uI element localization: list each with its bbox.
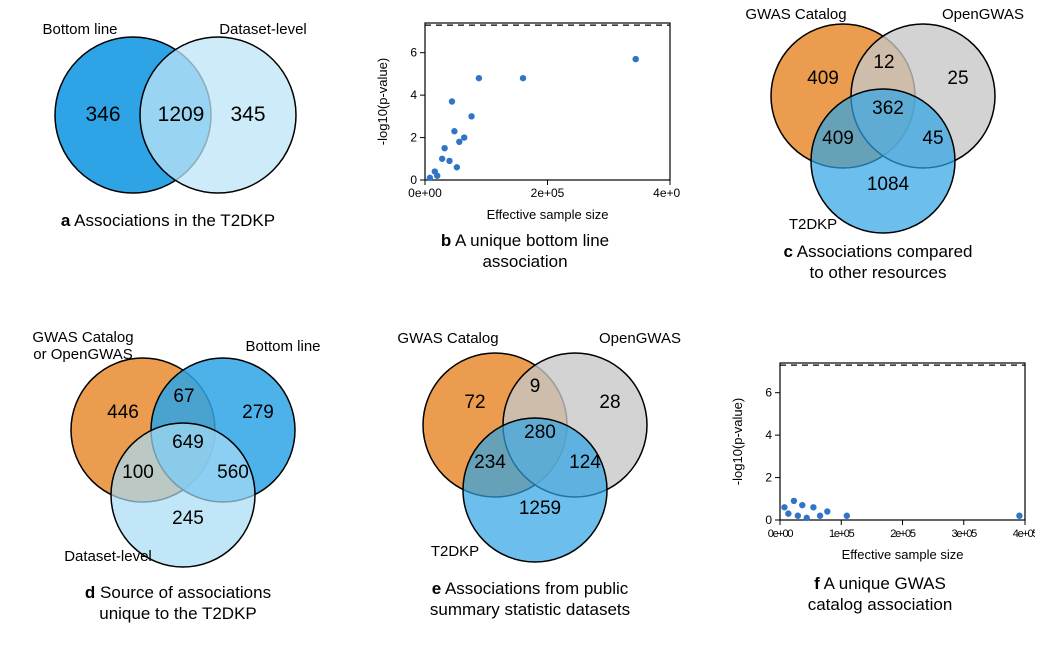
svg-text:Effective sample size: Effective sample size [487,207,609,222]
n-bl: 100 [113,462,163,484]
n-br: 124 [560,452,610,474]
svg-text:2: 2 [410,131,417,145]
n-tm: 12 [864,52,904,74]
label-gwas: GWAS Catalog [378,330,518,347]
svg-text:1e+05: 1e+05 [829,528,855,540]
svg-text:6: 6 [765,386,772,400]
caption-b: b A unique bottom line association [370,230,680,273]
svg-text:-log10(p-value): -log10(p-value) [730,398,745,485]
svg-text:2: 2 [765,471,772,485]
n-b: 1084 [853,174,923,196]
svg-text:0e+00: 0e+00 [768,528,794,540]
caption-f: f A unique GWAS catalog association [725,573,1035,616]
label-tr: Bottom line [228,338,338,355]
panel-f: 0 2 4 6 0e+00 1e+05 2e+05 3e+05 4e+05 Effective s… [725,355,1035,655]
n-mid: 1209 [146,103,216,127]
n-tl: 72 [450,392,500,414]
caption-e: e Associations from public summary stati… [370,578,690,621]
svg-text:2e+05: 2e+05 [531,186,565,200]
n-bl: 409 [813,128,863,150]
n-tr: 25 [933,68,983,90]
panel-d: GWAS Catalogor OpenGWAS Bottom line Data… [18,330,338,650]
svg-text:0: 0 [765,513,772,527]
n-bl: 234 [465,452,515,474]
venn3-e [370,330,690,570]
svg-text:0e+00: 0e+00 [408,186,442,200]
caption-c: c Associations compared to other resourc… [718,241,1038,284]
svg-text:6: 6 [410,46,417,60]
n-tm: 67 [164,386,204,408]
label-left: Bottom line [30,21,130,38]
svg-text:4: 4 [765,428,772,442]
label-open: OpenGWAS [585,330,695,347]
n-left: 346 [73,103,133,127]
n-tl: 409 [793,68,853,90]
scatter-f: 0 2 4 6 0e+00 1e+05 2e+05 3e+05 4e+05 Effective s… [725,355,1035,565]
svg-text:3e+05: 3e+05 [952,528,978,540]
n-b: 245 [158,508,218,530]
panel-e: GWAS Catalog OpenGWAS T2DKP 72 9 28 280 … [370,330,690,650]
caption-a: a Associations in the T2DKP [18,210,318,231]
label-t2dkp: T2DKP [778,216,848,233]
panel-a: Bottom line Dataset-level 346 1209 345 a… [18,15,328,275]
n-c: 362 [863,98,913,120]
n-tl: 446 [93,402,153,424]
n-b: 1259 [505,498,575,520]
panel-b: 0 2 4 6 0e+00 2e+05 4e+05 Effective sample size… [370,15,680,305]
panel-c: GWAS Catalog OpenGWAS T2DKP 409 12 25 36… [718,6,1038,306]
n-tm: 9 [520,376,550,398]
n-c: 280 [515,422,565,444]
label-t2dkp: T2DKP [420,543,490,560]
n-c: 649 [163,432,213,454]
n-br: 45 [908,128,958,150]
svg-text:Effective sample size: Effective sample size [842,547,964,562]
scatter-b: 0 2 4 6 0e+00 2e+05 4e+05 Effective sample size… [370,15,680,225]
svg-text:4e+05: 4e+05 [653,186,680,200]
svg-text:4: 4 [410,88,417,102]
svg-text:0: 0 [410,173,417,187]
label-tl1: GWAS Catalogor OpenGWAS [18,330,148,363]
label-b: Dataset-level [48,548,168,565]
caption-d: d Source of associations unique to the T… [18,582,338,625]
n-tr: 279 [233,402,283,424]
venn3-c [718,6,1038,236]
n-br: 560 [208,462,258,484]
n-tr: 28 [585,392,635,414]
svg-text:2e+05: 2e+05 [890,528,916,540]
n-right: 345 [218,103,278,127]
svg-text:4e+05: 4e+05 [1013,528,1035,540]
svg-text:-log10(p-value): -log10(p-value) [375,58,390,145]
label-right: Dataset-level [203,21,323,38]
label-open: OpenGWAS [928,6,1038,23]
label-gwas: GWAS Catalog [726,6,866,23]
